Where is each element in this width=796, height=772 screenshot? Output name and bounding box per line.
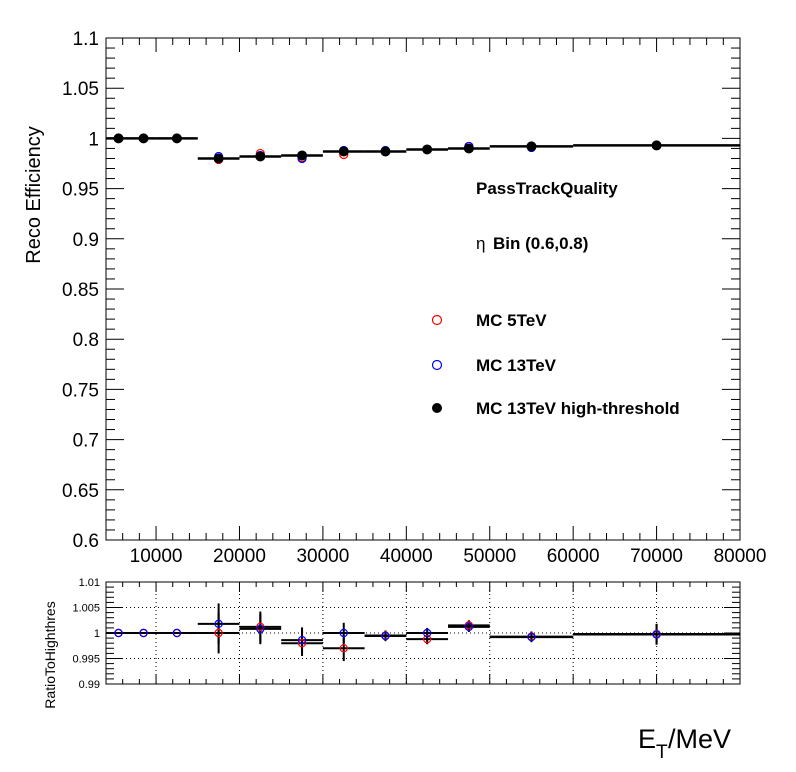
ratio-y-tick-label: 0.995: [72, 654, 100, 666]
ratio-point-mc-5tev: [297, 639, 307, 648]
ratio-y-tick-label: 0.99: [79, 679, 100, 691]
main-x-tick-labels: 10000 20000 30000 40000 50000 60000 70000 80000: [130, 546, 767, 567]
ratio-point-mc-13tev: [256, 624, 265, 634]
main-y-tick-label: 0.7: [73, 431, 99, 452]
ratio-y-tick-label: 1: [94, 628, 100, 640]
main-y-tick-label: 1.1: [73, 29, 99, 50]
main-y-axis-label: Reco Efficiency: [23, 126, 45, 263]
ratio-point-mc-5tev: [214, 628, 223, 638]
point-mc-13tev-high-threshold: [255, 151, 266, 162]
main-x-tick-label: 50000: [463, 546, 516, 567]
ratio-point-mc-13tev: [422, 628, 432, 638]
main-x-tick-label: 10000: [130, 546, 183, 567]
ratio-point-mc-13tev: [464, 622, 474, 632]
ratio-point-mc-13tev: [527, 632, 536, 642]
ratio-point-mc-13tev: [297, 635, 307, 645]
ratio-point-mc-5tev: [422, 634, 432, 644]
legend-marker-mc-5tev: [431, 314, 443, 326]
legend-label-mc-5tev: MC 5TeV: [476, 311, 547, 330]
point-mc-13tev-high-threshold: [213, 153, 224, 164]
point-mc-13tev-high-threshold: [138, 133, 149, 144]
x-axis-label-subscript: T: [656, 742, 668, 763]
main-y-tick-label: 0.65: [62, 481, 99, 502]
ratio-point-mc-13tev: [339, 628, 348, 638]
legend-label-mc-13tev: MC 13TeV: [476, 356, 557, 375]
main-data-marks: [106, 133, 740, 165]
ratio-y-tick-label: 1.005: [72, 603, 100, 615]
ratio-y-tick-label: 1.01: [79, 577, 100, 589]
point-mc-13tev-high-threshold: [338, 146, 349, 157]
point-mc-13tev-high-threshold: [526, 141, 537, 152]
x-axis-label: E T /MeV: [638, 724, 731, 763]
main-y-tick-label: 0.8: [73, 330, 99, 351]
ratio-point-mc-13tev: [381, 631, 390, 641]
main-x-tick-label: 60000: [547, 546, 600, 567]
point-mc-13tev-high-threshold: [113, 133, 124, 144]
ratio-y-axis-label: RatioToHighthres: [42, 601, 58, 708]
point-mc-13tev-high-threshold: [380, 146, 391, 157]
x-axis-label-unit: /MeV: [668, 724, 731, 754]
legend: MC 5TeV MC 13TeV MC 13TeV high-threshold: [431, 311, 680, 418]
main-y-tick-label: 0.75: [62, 380, 99, 401]
main-x-tick-label: 20000: [213, 546, 266, 567]
main-y-tick-label: 0.85: [62, 280, 99, 301]
main-y-tick-label: 0.95: [62, 180, 99, 201]
point-mc-13tev-high-threshold: [297, 150, 308, 161]
ratio-point-mc-13tev: [139, 628, 148, 638]
ratio-data-marks: [106, 603, 740, 662]
ratio-point-mc-5tev: [339, 644, 348, 653]
point-mc-13tev-high-threshold: [463, 143, 474, 154]
eta-symbol: η: [476, 234, 485, 253]
point-mc-13tev-high-threshold: [422, 144, 433, 155]
main-x-tick-label: 40000: [380, 546, 433, 567]
ratio-point-mc-13tev: [172, 628, 182, 638]
ratio-point-mc-13tev: [114, 628, 123, 638]
main-x-tick-label: 70000: [630, 546, 683, 567]
ratio-point-mc-13tev: [214, 619, 223, 629]
point-mc-13tev-high-threshold: [171, 133, 182, 144]
main-plot-frame: [105, 37, 741, 541]
legend-label-mc-13tev-high-threshold: MC 13TeV high-threshold: [476, 399, 680, 418]
main-y-tick-label: 1.05: [62, 79, 99, 100]
main-y-tick-label: 0.6: [73, 531, 99, 552]
main-y-tick-label: 1: [88, 129, 99, 150]
ratio-point-mc-13tev: [652, 630, 661, 639]
ratio-y-tick-labels: 0.99 0.995 1 1.005 1.01: [72, 577, 100, 691]
point-mc-13tev-high-threshold: [651, 140, 662, 151]
x-axis-label-main: E: [638, 724, 656, 754]
eta-bin-annotation: Bin (0.6,0.8): [493, 234, 588, 253]
legend-marker-mc-13tev-high-threshold: [432, 403, 442, 413]
main-x-tick-label: 80000: [714, 546, 767, 567]
main-x-tick-label: 30000: [296, 546, 349, 567]
main-axis-ticks: [105, 37, 741, 541]
main-y-tick-label: 0.9: [73, 230, 99, 251]
main-y-tick-labels: 0.6 0.65 0.7 0.75 0.8 0.85 0.9 0.95 1 1.05 1.1: [62, 29, 99, 552]
cut-annotation: PassTrackQuality: [476, 179, 618, 198]
legend-marker-mc-13tev: [431, 359, 443, 371]
